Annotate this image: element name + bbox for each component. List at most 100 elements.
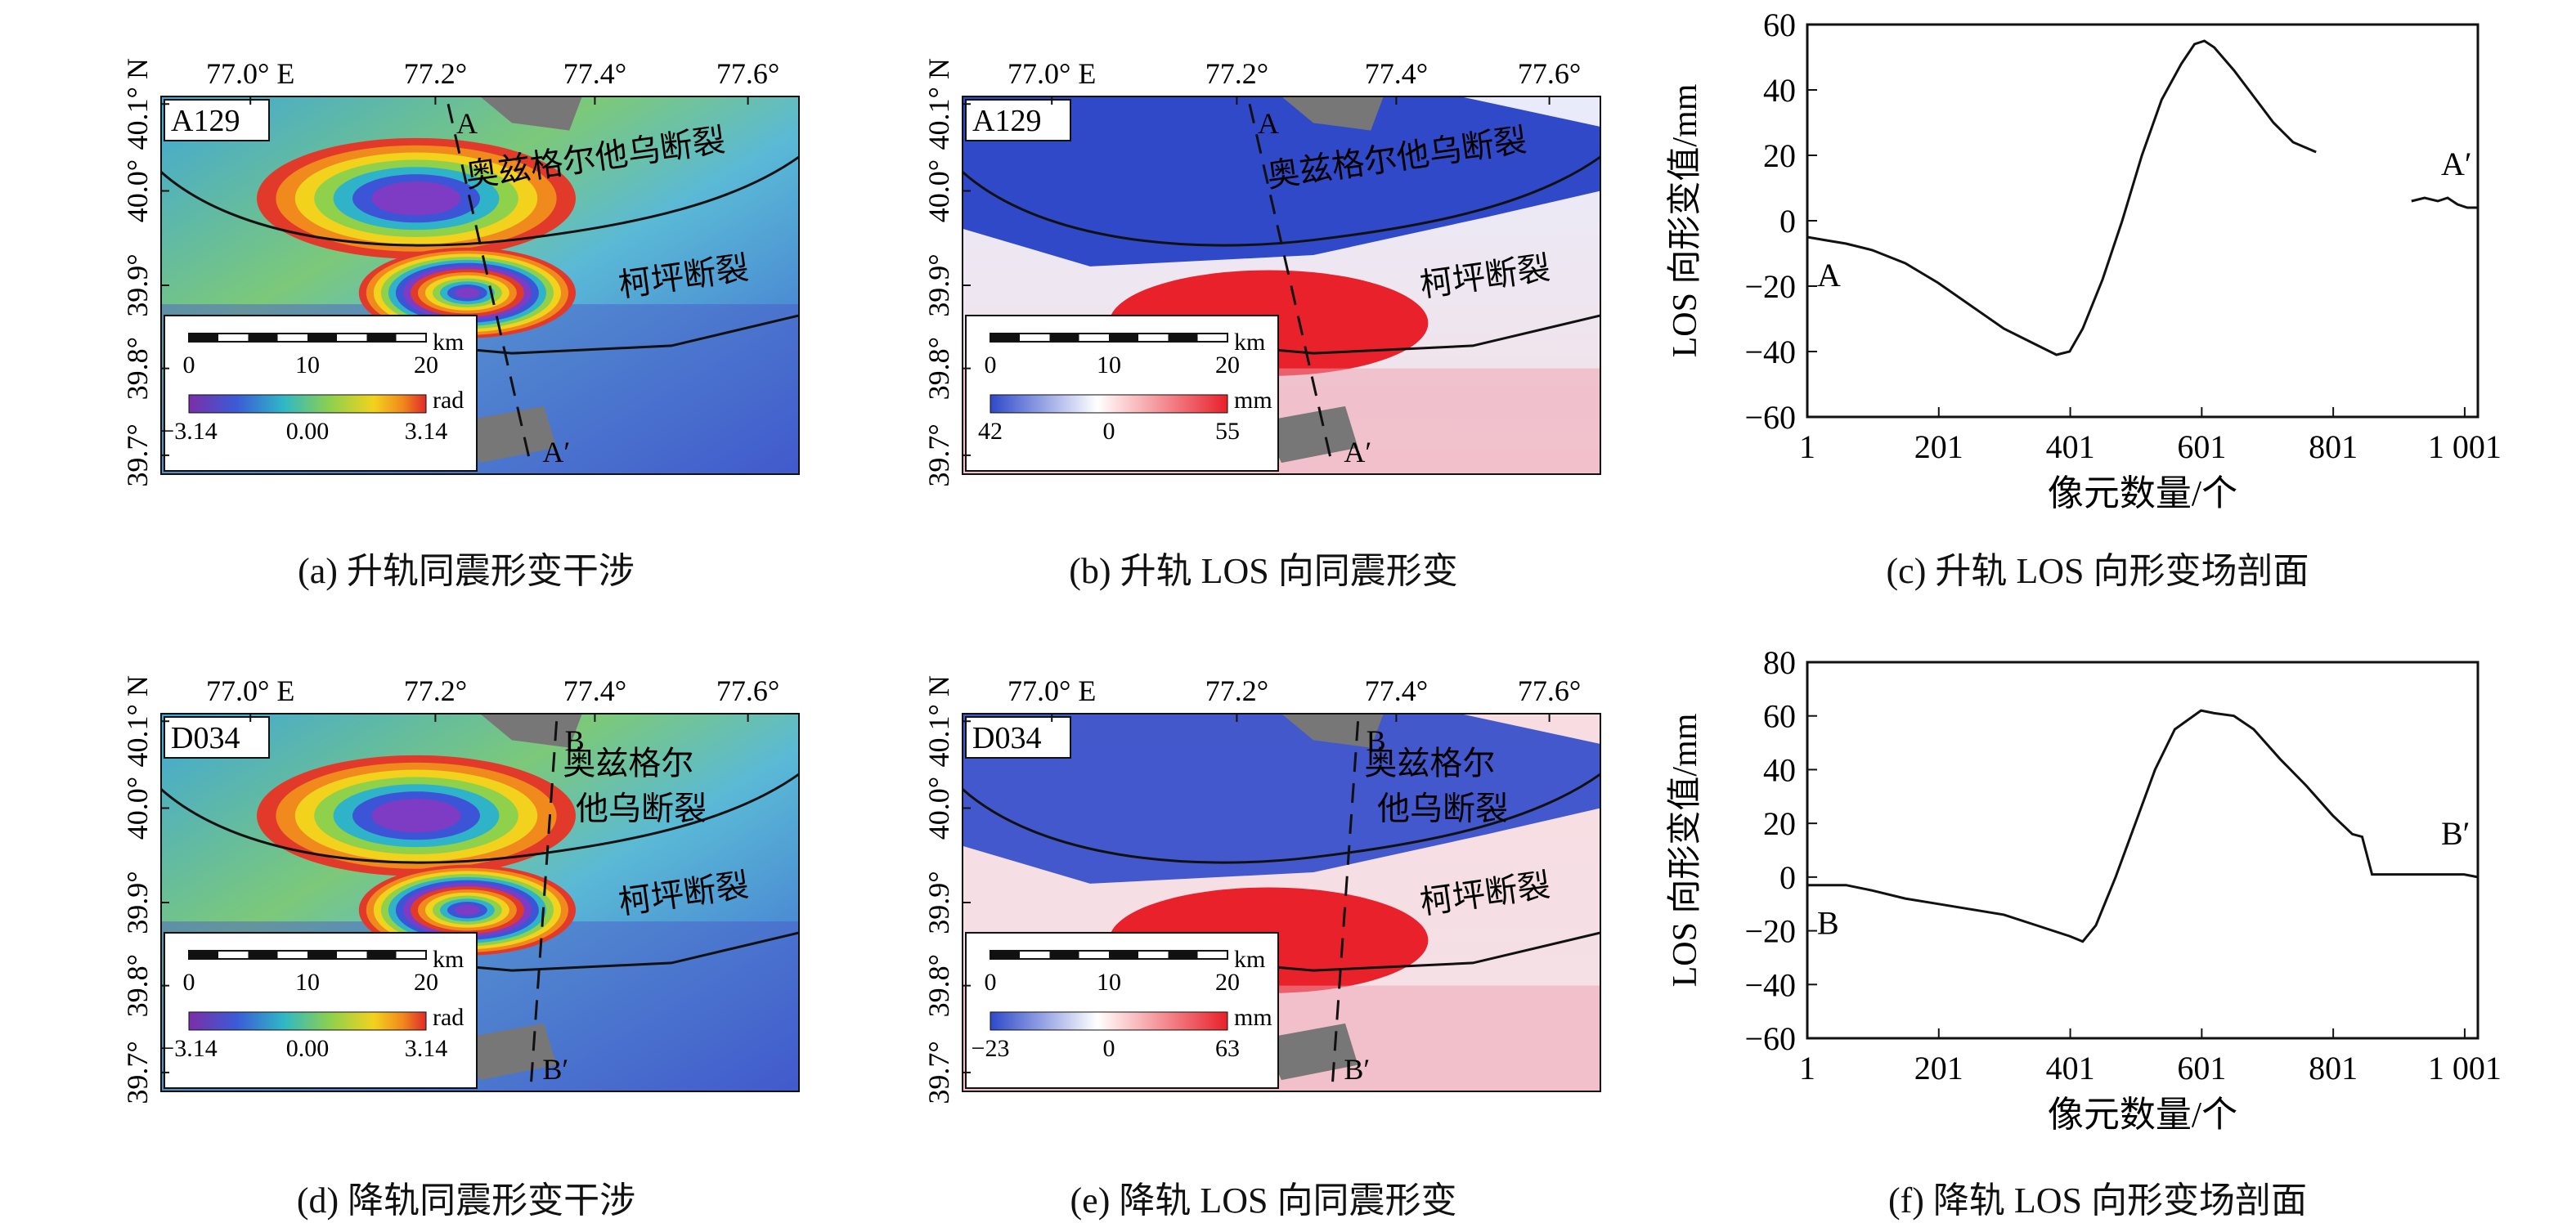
scale-label: 20 <box>414 969 438 996</box>
profile-series-line-1 <box>2411 196 2478 209</box>
y-tick-label: 39.7° <box>121 1041 154 1104</box>
scale-unit: km <box>1234 946 1265 973</box>
y-tick-label: 40 <box>1763 72 1796 109</box>
track-label: A129 <box>972 104 1041 138</box>
colorbar <box>188 1011 427 1031</box>
plot-frame <box>1806 23 2480 419</box>
fault-line-northern <box>962 155 1601 247</box>
x-tick-label: 401 <box>2046 1050 2095 1086</box>
track-label-box <box>164 716 270 759</box>
profile-start-label: B <box>1367 724 1386 757</box>
colorbar <box>990 394 1228 414</box>
y-tick-label: 80 <box>1763 644 1796 681</box>
scale-unit: km <box>433 946 464 973</box>
y-tick-label: 40.0° <box>922 159 955 222</box>
fringe-ring-south <box>455 287 480 298</box>
y-tick-label: −20 <box>1744 913 1796 950</box>
profile-start-label: B <box>565 724 585 757</box>
x-tick-label: 401 <box>2046 428 2095 465</box>
colorbar-unit: mm <box>1234 387 1272 414</box>
y-tick-label: 39.8° <box>922 954 955 1017</box>
scale-bar-segment <box>1109 950 1138 959</box>
profile-end-label: B′ <box>542 1053 568 1086</box>
x-axis-label: 像元数量/个 <box>2048 1095 2237 1135</box>
track-label: D034 <box>972 721 1041 755</box>
uplift-negative-zone <box>963 96 1600 267</box>
no-data-patch <box>480 96 582 131</box>
x-tick-label: 1 001 <box>2428 1050 2502 1086</box>
scale-bar-segment <box>1049 333 1079 342</box>
caption-f: (f) 降轨 LOS 向形变场剖面 <box>1887 1180 2308 1221</box>
y-tick-label: 40.0° <box>922 777 955 840</box>
x-tick-label: 77.4° <box>563 57 626 90</box>
x-tick-label: 77.2° <box>1205 57 1268 90</box>
colorbar-unit: mm <box>1234 1004 1272 1031</box>
fringe-ring-north <box>371 799 461 833</box>
scale-label: 20 <box>1215 352 1240 379</box>
track-label-box <box>965 99 1071 141</box>
colorbar-label: 0 <box>1103 418 1115 445</box>
scale-bar-segment <box>248 333 278 342</box>
scale-bar-segment <box>189 333 218 342</box>
profile-start-label: A <box>1817 257 1841 293</box>
colorbar <box>188 394 427 414</box>
y-tick-label: 40 <box>1763 751 1796 788</box>
scale-bar-segment <box>307 950 337 959</box>
profile-series-line-0 <box>1806 39 2317 356</box>
no-data-patch <box>460 405 557 464</box>
y-axis-label: LOS 向形变值/mm <box>1666 83 1704 357</box>
x-tick-label: 77.6° <box>1518 57 1581 90</box>
scale-bar-segment <box>307 333 337 342</box>
fault-label-northern-line2: 他乌断裂 <box>576 790 707 827</box>
x-tick-label: 77.0° E <box>206 674 294 707</box>
y-axis-label: LOS 向形变值/mm <box>1666 713 1704 987</box>
caption-b: (b) 升轨 LOS 向同震形变 <box>1069 551 1458 591</box>
scale-bar-segment <box>1168 333 1198 342</box>
x-tick-label: 801 <box>2309 428 2358 465</box>
y-tick-label: 0 <box>1779 859 1796 896</box>
x-tick-label: 201 <box>1914 428 1963 465</box>
x-tick-label: 77.6° <box>716 674 779 707</box>
y-tick-label: 39.9° <box>922 253 955 316</box>
plot-frame <box>1806 661 2480 1040</box>
y-tick-label: −20 <box>1744 268 1796 305</box>
no-data-patch <box>1281 96 1384 131</box>
uplift-negative-zone <box>963 714 1600 884</box>
profile-end-label: A′ <box>1344 436 1371 468</box>
scale-bar-segment <box>248 950 278 959</box>
track-label-box <box>965 716 1071 759</box>
y-tick-label: 39.8° <box>121 954 154 1017</box>
y-tick-label: 40.1° N <box>121 675 154 767</box>
colorbar <box>990 1011 1228 1031</box>
x-tick-label: 1 001 <box>2428 428 2502 465</box>
fault-line-northern <box>160 155 800 247</box>
y-tick-label: 20 <box>1763 805 1796 842</box>
colorbar-unit: rad <box>433 387 464 414</box>
x-tick-label: 77.4° <box>1365 674 1428 707</box>
colorbar-label: 0.00 <box>286 1035 330 1062</box>
scale-label: 0 <box>183 352 195 379</box>
y-tick-label: −40 <box>1744 966 1796 1003</box>
colorbar-label: 0.00 <box>286 418 330 445</box>
y-tick-label: 39.7° <box>922 1041 955 1104</box>
profile-start-label: A <box>1258 107 1279 140</box>
profile-start-label: B <box>1817 905 1839 942</box>
caption-d: (d) 降轨同震形变干涉 <box>296 1180 636 1221</box>
no-data-patch <box>1262 405 1358 464</box>
track-label-box <box>164 99 270 141</box>
x-tick-label: 77.2° <box>404 674 467 707</box>
fringe-ring-north <box>371 181 461 216</box>
scale-label: 0 <box>183 969 195 996</box>
x-tick-label: 77.6° <box>1518 674 1581 707</box>
y-tick-label: 40.0° <box>121 159 154 222</box>
caption-e: (e) 降轨 LOS 向同震形变 <box>1070 1180 1457 1221</box>
scale-label: 0 <box>985 969 997 996</box>
y-tick-label: −40 <box>1744 334 1796 370</box>
colorbar-label: −23 <box>972 1035 1010 1062</box>
x-tick-label: 1 <box>1799 1050 1815 1086</box>
x-axis-label: 像元数量/个 <box>2048 473 2237 513</box>
